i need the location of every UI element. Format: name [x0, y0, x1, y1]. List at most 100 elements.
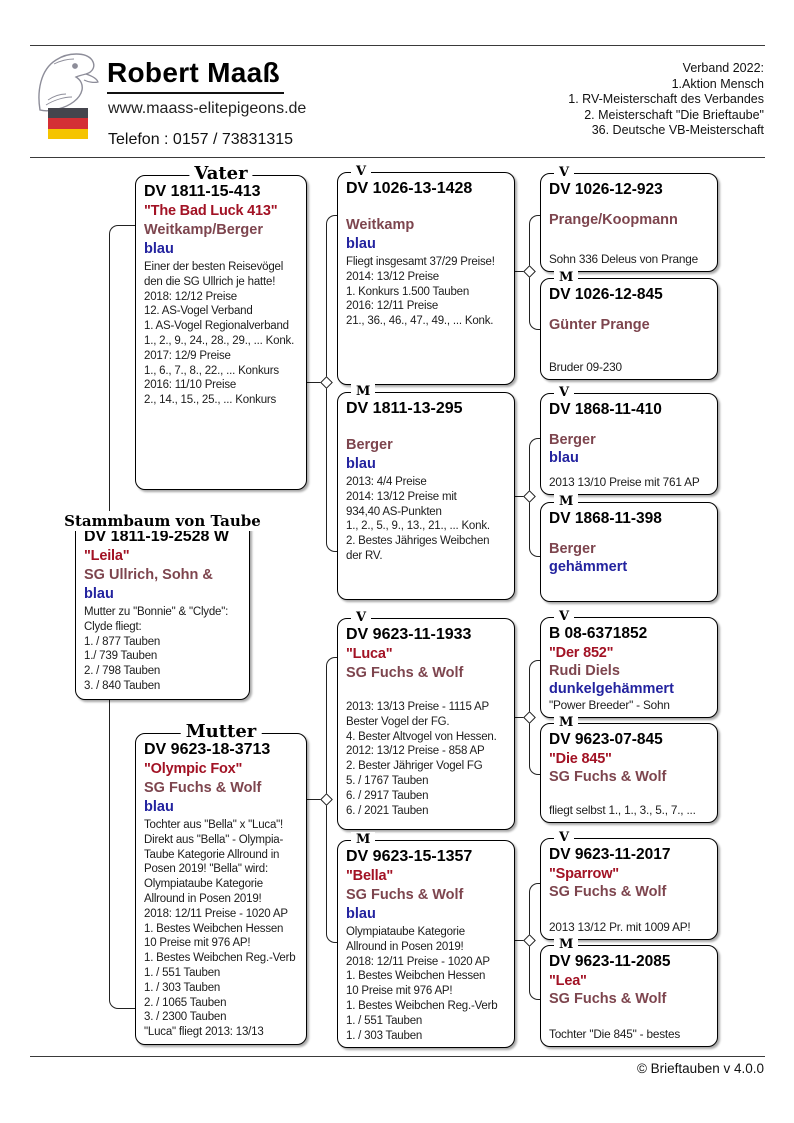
breeder-line: Berger	[549, 541, 596, 557]
pigeon-name: "Luca"	[346, 646, 393, 662]
german-flag-icon	[48, 108, 88, 139]
ring-number: DV 9623-15-1357	[346, 848, 473, 865]
color-designation: blau	[346, 906, 376, 922]
sex-label: V	[554, 385, 575, 400]
note-line: 2013 13/10 Preise mit 761 AP	[549, 474, 700, 489]
performance-notes: Mutter zu "Bonnie" & "Clyde": Clyde flieg…	[84, 606, 229, 692]
breeder-line: Weitkamp/Berger	[144, 222, 263, 238]
pedigree-box-father: Vater DV 1811-15-413 "The Bad Luck 413" …	[135, 164, 307, 490]
breeder-line: Berger	[346, 437, 393, 453]
ring-number: DV 9623-11-2017	[549, 846, 671, 863]
breeder-line: Günter Prange	[549, 317, 650, 333]
stub-m2	[515, 940, 529, 941]
copyright-text: © Brieftauben v 4.0.0	[636, 1061, 764, 1076]
achievement-line: 36. Deutsche VB-Meisterschaft	[591, 123, 764, 138]
top-divider	[30, 45, 765, 46]
pedigree-box-subject: Stammbaum von Taube DV 1811-19-2528 W "L…	[59, 511, 266, 700]
pedigree-box-gen2-v1: V DV 1026-13-1428 Weitkamp blau Fliegt i…	[337, 164, 515, 385]
pigeon-name: "Olympic Fox"	[144, 761, 243, 777]
flag-stripe-gold	[48, 128, 88, 139]
pigeon-name: "Lea"	[549, 973, 587, 989]
stub-m1	[515, 496, 529, 497]
ring-number: DV 9623-18-3713	[144, 741, 271, 758]
breeder-line: SG Fuchs & Wolf	[549, 769, 667, 785]
color-designation: blau	[549, 450, 579, 466]
website-text: www.maass-elitepigeons.de	[108, 100, 307, 117]
ring-number: DV 9623-11-2085	[549, 953, 671, 970]
ring-number: B 08-6371852	[549, 625, 648, 642]
ring-number: DV 1026-12-923	[549, 181, 663, 198]
sex-label: M	[554, 494, 579, 509]
performance-notes: Einer der besten Reisevögel den die SG Ul…	[144, 261, 295, 407]
sex-label: M	[554, 937, 579, 952]
sex-label: M	[554, 270, 579, 285]
pedigree-box-gen2-m2: M DV 9623-15-1357 "Bella" SG Fuchs & Wol…	[337, 832, 515, 1048]
note-line: Sohn 336 Deleus von Prange	[549, 251, 698, 266]
pedigree-box-gen2-m1: M DV 1811-13-295 Berger blau 2013: 4/4 P…	[337, 384, 515, 600]
note-line: fliegt selbst 1., 1., 3., 5., 7., ...	[549, 802, 696, 817]
note-line: "Power Breeder" - Sohn	[549, 698, 670, 712]
pigeon-name: "Bella"	[346, 868, 394, 884]
pedigree-box-gen3-6: M DV 9623-07-845 "Die 845" SG Fuchs & Wo…	[540, 715, 718, 823]
ring-number: DV 9623-11-1933	[346, 626, 472, 643]
achievement-line: Verband 2022:	[682, 61, 764, 75]
box-label-stammbaum: Stammbaum von Taube	[59, 511, 266, 531]
pigeon-name: "Die 845"	[549, 751, 612, 767]
color-designation: gehämmert	[549, 559, 628, 575]
color-designation: blau	[346, 456, 376, 472]
stub-father	[307, 382, 326, 383]
ring-number: DV 1868-11-410	[549, 401, 662, 418]
note-line: 2013 13/12 Pr. mit 1009 AP!	[549, 919, 691, 934]
breeder-line: SG Fuchs & Wolf	[346, 887, 464, 903]
ring-number: DV 1811-19-2528 W	[84, 528, 229, 545]
breeder-line: Prange/Koopmann	[549, 212, 678, 228]
ring-number: DV 1868-11-398	[549, 510, 662, 527]
sex-label: V	[351, 610, 372, 625]
box-label-mutter: Mutter	[180, 722, 262, 742]
ring-number: DV 1026-12-845	[549, 286, 663, 303]
flag-stripe-red	[48, 118, 88, 129]
breeder-line: SG Fuchs & Wolf	[144, 780, 262, 796]
color-designation: blau	[84, 586, 114, 602]
pedigree-box-mother: Mutter DV 9623-18-3713 "Olympic Fox" SG …	[135, 722, 307, 1045]
performance-notes: Fliegt insgesamt 37/29 Preise! 2014: 13/1…	[346, 256, 495, 328]
pigeon-name: "The Bad Luck 413"	[144, 203, 278, 219]
sex-label: V	[351, 164, 372, 179]
performance-notes: 2013: 13/13 Preise - 1115 AP Bester Vogel…	[346, 701, 497, 817]
achievement-line: 1. RV-Meisterschaft des Verbandes	[568, 92, 764, 107]
breeder-line: SG Fuchs & Wolf	[549, 884, 667, 900]
breeder-line: SG Fuchs & Wolf	[549, 991, 667, 1007]
pigeon-name: "Leila"	[84, 548, 130, 564]
ring-number: DV 1811-13-295	[346, 400, 463, 417]
color-designation: blau	[144, 241, 174, 257]
breeder-line: SG Ullrich, Sohn &	[84, 567, 213, 583]
color-designation: blau	[346, 236, 376, 252]
sex-label: M	[554, 715, 579, 730]
stub-v2	[515, 717, 529, 718]
flag-stripe-black	[48, 108, 88, 119]
pedigree-box-gen3-2: M DV 1026-12-845 Günter Prange Bruder 09…	[540, 270, 718, 380]
breeder-line: SG Fuchs & Wolf	[346, 665, 464, 681]
note-line: Tochter "Die 845" - bestes	[549, 1026, 681, 1041]
pedigree-box-gen3-7: V DV 9623-11-2017 "Sparrow" SG Fuchs & W…	[540, 830, 718, 940]
pigeon-logo-icon	[33, 50, 105, 117]
box-label-vater: Vater	[189, 164, 253, 184]
ring-number: DV 1026-13-1428	[346, 180, 473, 197]
color-designation: blau	[144, 799, 174, 815]
breeder-line: Berger	[549, 432, 596, 448]
sex-label: V	[554, 830, 575, 845]
footer-divider	[30, 1056, 765, 1057]
phone-text: Telefon : 0157 / 73831315	[108, 131, 294, 148]
sex-label: M	[351, 832, 376, 847]
pedigree-box-gen3-1: V DV 1026-12-923 Prange/Koopmann Sohn 33…	[540, 165, 718, 272]
stub-v1	[515, 271, 529, 272]
note-line: Bruder 09-230	[549, 359, 622, 374]
ring-number: DV 9623-07-845	[549, 731, 663, 748]
pedigree-box-gen3-3: V DV 1868-11-410 Berger blau 2013 13/10 …	[540, 385, 718, 495]
achievement-line: 2. Meisterschaft "Die Brieftaube"	[584, 107, 764, 122]
achievements-block: Verband 2022: 1.Aktion Mensch 1. RV-Meis…	[568, 61, 764, 139]
performance-notes: Tochter aus "Bella" x "Luca"! Direkt aus …	[144, 819, 296, 1039]
sex-label: V	[554, 609, 575, 624]
header-divider	[30, 157, 765, 158]
